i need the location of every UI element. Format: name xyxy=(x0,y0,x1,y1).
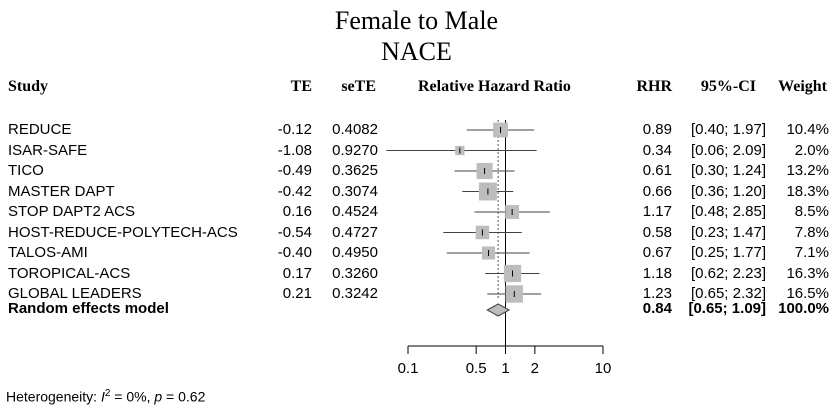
study-weight: 18.3% xyxy=(786,182,829,200)
heterogeneity-i-sup: 2 xyxy=(104,388,111,399)
study-weight: 7.1% xyxy=(794,244,829,261)
study-rhr: 0.66 xyxy=(642,182,672,200)
summary-weight: 100.0% xyxy=(778,300,829,317)
study-ci: [0.40; 1.97] xyxy=(690,121,766,138)
heterogeneity-i-symbol: I xyxy=(100,388,105,405)
study-rhr: 1.17 xyxy=(642,203,672,220)
header-weight: Weight xyxy=(778,78,827,95)
study-rhr: 1.18 xyxy=(642,264,672,282)
study-ci: [0.62; 2.23] xyxy=(690,264,766,282)
study-name: HOST-REDUCE-POLYTECH-ACS xyxy=(8,223,238,241)
study-name: MASTER DAPT xyxy=(8,182,115,200)
study-ci: [0.65; 2.32] xyxy=(690,285,766,302)
study-te: 0.16 xyxy=(282,203,312,220)
study-weight: 16.3% xyxy=(786,264,829,282)
study-weight: 13.2% xyxy=(786,162,829,179)
heterogeneity-prefix: Heterogeneity: xyxy=(6,388,101,405)
header-study: Study xyxy=(8,78,49,95)
study-sete: 0.4082 xyxy=(332,121,378,138)
summary-label: Random effects model xyxy=(8,300,169,317)
study-weight: 2.0% xyxy=(794,141,829,159)
study-te: -0.40 xyxy=(277,244,312,261)
chart-title: Female to Male xyxy=(334,6,499,35)
study-name: ISAR-SAFE xyxy=(8,141,88,159)
study-sete: 0.4727 xyxy=(332,223,378,241)
study-sete: 0.4950 xyxy=(332,244,378,261)
study-rhr: 0.34 xyxy=(642,141,672,159)
study-sete: 0.3074 xyxy=(332,182,378,200)
study-ci: [0.48; 2.85] xyxy=(690,203,766,220)
study-name: TOROPICAL-ACS xyxy=(8,264,131,282)
study-weight: 10.4% xyxy=(786,121,829,138)
study-te: -0.42 xyxy=(277,182,312,200)
study-te: -1.08 xyxy=(277,141,312,159)
study-rhr: 0.89 xyxy=(642,121,672,138)
summary-rhr: 0.84 xyxy=(642,300,672,317)
study-rhr: 0.67 xyxy=(642,244,672,261)
header-plot: Relative Hazard Ratio xyxy=(418,78,571,95)
heterogeneity-text: Heterogeneity: I2 = 0%, p = 0.62 xyxy=(6,388,205,405)
study-rhr: 0.61 xyxy=(642,162,672,179)
study-ci: [0.23; 1.47] xyxy=(690,223,766,241)
study-weight: 16.5% xyxy=(786,285,829,302)
heterogeneity-i-value: = 0%, xyxy=(110,388,155,405)
study-rhr: 0.58 xyxy=(642,223,672,241)
x-axis-tick-label: 1 xyxy=(501,360,509,377)
study-ci: [0.06; 2.09] xyxy=(690,141,766,159)
x-axis-tick-label: 0.5 xyxy=(466,360,487,377)
study-ci: [0.30; 1.24] xyxy=(690,162,766,179)
study-name: GLOBAL LEADERS xyxy=(8,285,142,302)
study-weight: 8.5% xyxy=(794,203,829,220)
header-sete: seTE xyxy=(341,78,376,95)
study-te: -0.49 xyxy=(277,162,312,179)
study-weight: 7.8% xyxy=(794,223,829,241)
study-ci: [0.25; 1.77] xyxy=(690,244,766,261)
study-te: 0.21 xyxy=(282,285,312,302)
chart-subtitle: NACE xyxy=(381,37,452,66)
study-te: 0.17 xyxy=(282,264,312,282)
study-sete: 0.4524 xyxy=(332,203,378,220)
summary-ci: [0.65; 1.09] xyxy=(688,300,766,317)
x-axis-tick-label: 0.1 xyxy=(398,360,419,377)
summary-diamond xyxy=(486,303,511,317)
study-sete: 0.9270 xyxy=(332,141,378,159)
study-sete: 0.3260 xyxy=(332,264,378,282)
study-te: -0.54 xyxy=(277,223,312,241)
header-ci: 95%-CI xyxy=(700,78,756,95)
study-rhr: 1.23 xyxy=(642,285,672,302)
study-name: TICO xyxy=(8,162,44,179)
study-ci: [0.36; 1.20] xyxy=(690,182,766,200)
heterogeneity-p-value: = 0.62 xyxy=(162,388,206,405)
study-sete: 0.3625 xyxy=(332,162,378,179)
study-te: -0.12 xyxy=(277,121,312,138)
heterogeneity-p-symbol: p xyxy=(154,388,163,405)
study-sete: 0.3242 xyxy=(332,285,378,302)
header-te: TE xyxy=(290,78,312,95)
study-name: REDUCE xyxy=(8,121,72,138)
study-name: TALOS-AMI xyxy=(8,244,88,261)
header-rhr: RHR xyxy=(636,78,672,95)
x-axis-tick-label: 2 xyxy=(531,360,539,377)
study-name: STOP DAPT2 ACS xyxy=(8,203,135,220)
x-axis-tick-label: 10 xyxy=(595,360,612,377)
